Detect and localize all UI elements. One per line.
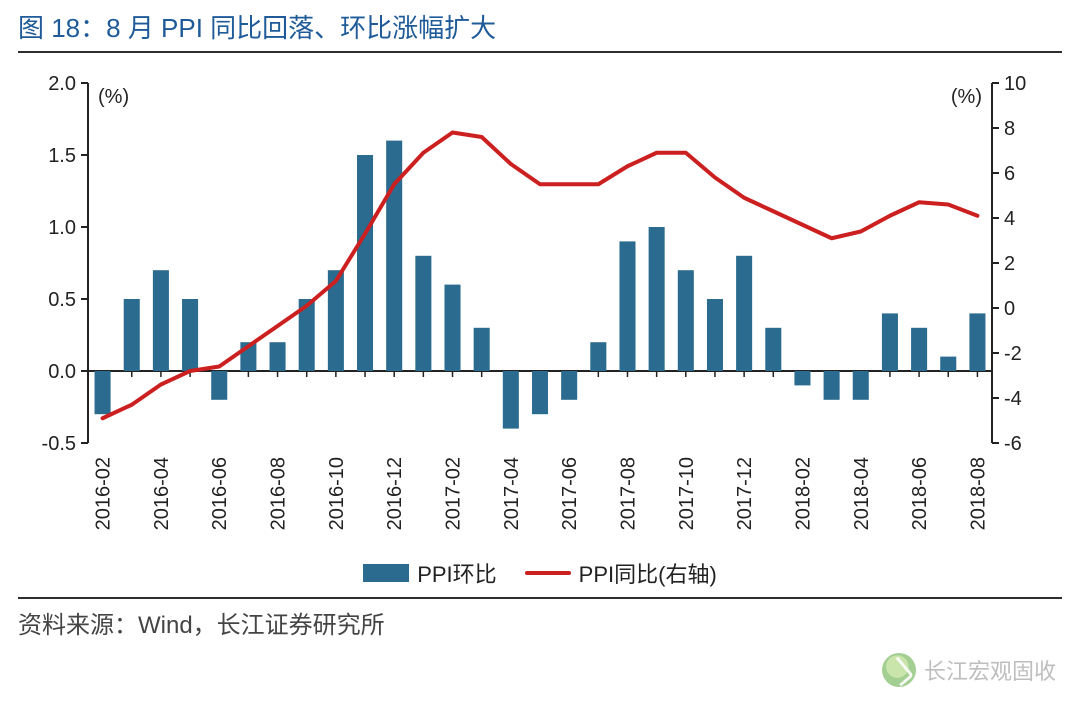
svg-text:0: 0 xyxy=(1004,298,1015,320)
svg-text:2016-10: 2016-10 xyxy=(326,457,348,530)
svg-text:2018-08: 2018-08 xyxy=(967,457,989,530)
watermark-text: 长江宏观固收 xyxy=(924,654,1056,686)
source-text: 资料来源：Wind，长江证券研究所 xyxy=(18,605,1062,640)
svg-text:1.5: 1.5 xyxy=(48,145,76,167)
svg-text:2017-02: 2017-02 xyxy=(443,457,465,530)
chart-title: 图 18：8 月 PPI 同比回落、环比涨幅扩大 xyxy=(0,0,1080,51)
svg-text:(%): (%) xyxy=(98,86,129,108)
svg-text:2016-04: 2016-04 xyxy=(151,457,173,530)
svg-text:8: 8 xyxy=(1004,118,1015,140)
svg-text:2.0: 2.0 xyxy=(48,73,76,95)
svg-text:-2: -2 xyxy=(1004,343,1022,365)
divider-top xyxy=(18,51,1062,53)
divider-bottom xyxy=(18,597,1062,599)
svg-text:2017-08: 2017-08 xyxy=(617,457,639,530)
legend-item-bar: PPI环比 xyxy=(363,557,496,589)
svg-text:2017-10: 2017-10 xyxy=(676,457,698,530)
wechat-icon xyxy=(882,653,916,687)
svg-text:6: 6 xyxy=(1004,163,1015,185)
svg-text:2017-04: 2017-04 xyxy=(501,457,523,530)
svg-text:2016-02: 2016-02 xyxy=(93,457,115,530)
svg-text:2016-06: 2016-06 xyxy=(209,457,231,530)
svg-text:0.0: 0.0 xyxy=(48,361,76,383)
svg-text:0.5: 0.5 xyxy=(48,289,76,311)
svg-text:(%): (%) xyxy=(951,86,982,108)
legend: PPI环比 PPI同比(右轴) xyxy=(0,557,1080,589)
svg-text:2018-06: 2018-06 xyxy=(909,457,931,530)
svg-text:10: 10 xyxy=(1004,73,1026,95)
svg-text:2017-12: 2017-12 xyxy=(734,457,756,530)
legend-swatch-line xyxy=(525,571,571,575)
legend-label-line: PPI同比(右轴) xyxy=(579,557,717,589)
svg-text:2018-02: 2018-02 xyxy=(792,457,814,530)
svg-text:4: 4 xyxy=(1004,208,1015,230)
svg-text:1.0: 1.0 xyxy=(48,217,76,239)
svg-text:2017-06: 2017-06 xyxy=(559,457,581,530)
svg-text:2016-08: 2016-08 xyxy=(268,457,290,530)
watermark: 长江宏观固收 xyxy=(882,653,1056,687)
svg-text:2018-04: 2018-04 xyxy=(851,457,873,530)
chart-svg: -0.5 0.0 0.5 1.0 1.5 2.0 -6 -4 -2 0 2 4 6 8 10 (%) (%) 20… xyxy=(18,65,1062,555)
legend-swatch-bar xyxy=(363,564,409,582)
title-text: 图 18：8 月 PPI 同比回落、环比涨幅扩大 xyxy=(18,13,496,43)
svg-text:2: 2 xyxy=(1004,253,1015,275)
chart-area: -0.5 0.0 0.5 1.0 1.5 2.0 -6 -4 -2 0 2 4 6 8 10 (%) (%) 20… xyxy=(18,65,1062,555)
legend-label-bar: PPI环比 xyxy=(417,557,496,589)
svg-text:-4: -4 xyxy=(1004,388,1022,410)
svg-text:-0.5: -0.5 xyxy=(42,433,76,455)
svg-text:2016-12: 2016-12 xyxy=(384,457,406,530)
svg-text:-6: -6 xyxy=(1004,433,1022,455)
legend-item-line: PPI同比(右轴) xyxy=(525,557,717,589)
